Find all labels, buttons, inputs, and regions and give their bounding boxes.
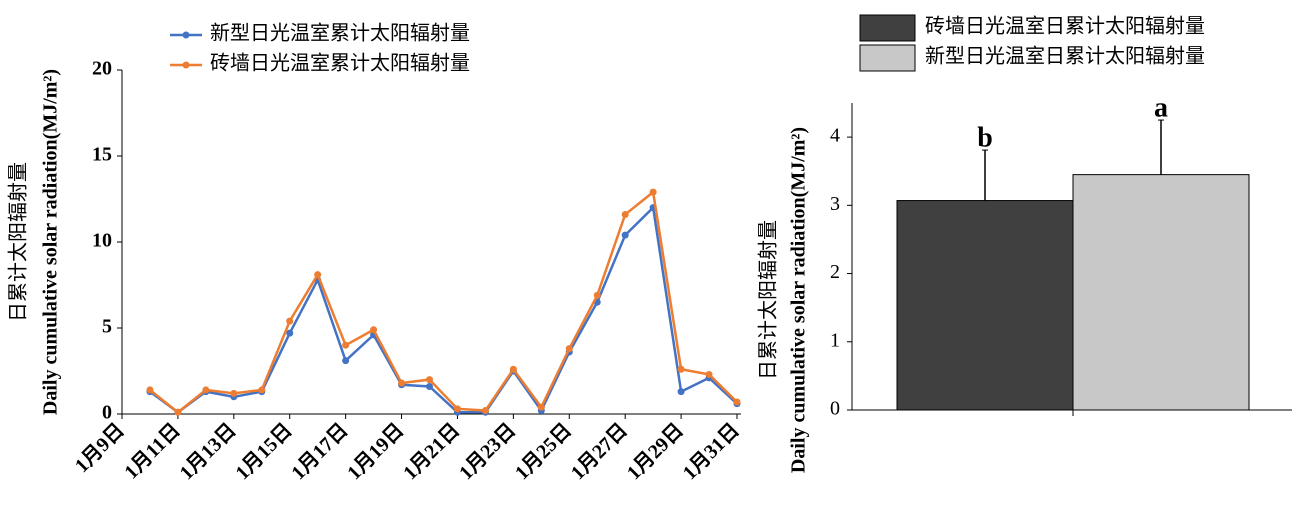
y-tick-label: 20 [92, 58, 112, 80]
point [174, 408, 182, 416]
x-tick-label: 1月13日 [176, 419, 241, 484]
legend-marker [182, 61, 190, 69]
y-tick-label: 2 [830, 261, 840, 283]
y-tick-label: 4 [830, 125, 840, 147]
point [565, 345, 573, 353]
x-tick-label: 1月23日 [455, 419, 520, 484]
point [621, 210, 629, 218]
y-tick-label: 3 [830, 193, 840, 215]
point [537, 403, 545, 411]
legend-label: 新型日光温室累计太阳辐射量 [210, 22, 470, 45]
point [677, 365, 685, 373]
point [593, 291, 601, 299]
y-tick-label: 0 [830, 398, 840, 420]
x-tick-label: 1月21日 [399, 419, 464, 484]
x-tick-label: 1月17日 [287, 419, 352, 484]
point [370, 326, 378, 334]
legend-label: 砖墙日光温室日累计太阳辐射量 [925, 15, 1205, 38]
point [202, 386, 210, 394]
point [314, 271, 322, 279]
point [146, 386, 154, 394]
y-axis-label: Daily cumulative solar radiation(MJ/m²) [788, 127, 810, 473]
point [677, 388, 685, 396]
y-tick-label: 15 [92, 144, 112, 166]
point [426, 376, 433, 384]
point [733, 398, 741, 406]
significance-label: a [1154, 92, 1168, 123]
point [342, 357, 350, 365]
significance-label: b [977, 122, 993, 153]
x-tick-label: 1月25日 [511, 419, 576, 484]
y-tick-label: 1 [830, 329, 840, 351]
point [258, 386, 266, 394]
y-tick-label: 10 [92, 230, 112, 252]
x-tick-label: 1月31日 [679, 419, 744, 484]
legend-label: 新型日光温室日累计太阳辐射量 [925, 45, 1205, 68]
x-tick-label: 1月11日 [120, 419, 184, 483]
legend-swatch [859, 14, 916, 42]
y-axis-label: 日累计太阳辐射量 [7, 162, 30, 322]
y-axis-label: 日累计太阳辐射量 [757, 220, 780, 380]
point [286, 317, 294, 325]
point [453, 405, 461, 413]
y-tick-label: 0 [102, 402, 112, 424]
x-tick-label: 1月19日 [343, 419, 408, 484]
point [398, 379, 406, 387]
bar [896, 200, 1074, 411]
series-line [149, 189, 738, 414]
point [621, 231, 629, 239]
legend-marker [182, 31, 190, 39]
y-tick-label: 5 [102, 316, 112, 338]
legend-swatch [859, 44, 916, 72]
bar [1072, 174, 1250, 411]
x-tick-label: 1月27日 [567, 419, 632, 484]
point [481, 407, 489, 415]
point [426, 382, 433, 390]
legend-label: 砖墙日光温室累计太阳辐射量 [210, 52, 470, 75]
y-axis-label: Daily cumulative solar radiation(MJ/m²) [40, 69, 62, 415]
point [705, 370, 713, 378]
series-line [149, 204, 738, 414]
x-tick-label: 1月29日 [623, 419, 688, 484]
point [509, 365, 517, 373]
x-tick-label: 1月15日 [231, 419, 296, 484]
point [649, 188, 657, 196]
point [342, 341, 350, 349]
point [286, 329, 294, 337]
point [230, 389, 238, 397]
